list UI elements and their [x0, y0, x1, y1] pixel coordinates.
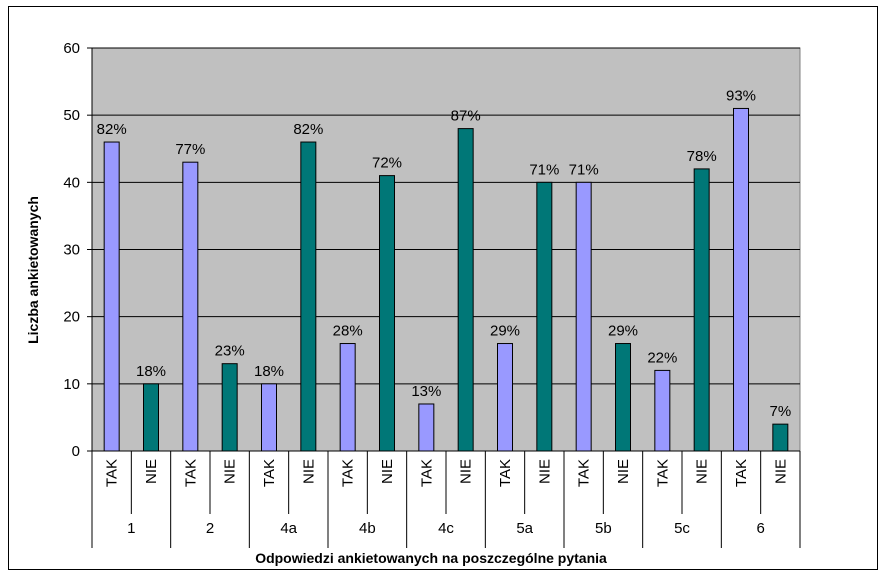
x-category-label: TAK [182, 459, 199, 487]
data-label: 23% [215, 343, 245, 360]
bar-5c-tak [654, 369, 671, 452]
data-label: 72% [372, 155, 402, 172]
x-group-label: 4a [280, 520, 297, 537]
x-group-label: 5a [516, 520, 533, 537]
data-label: 18% [136, 363, 166, 380]
x-axis-title: Odpowiedzi ankietowanych na poszczególne… [255, 550, 607, 566]
data-label: 7% [769, 403, 791, 420]
bar-4c-nie [457, 128, 474, 452]
x-category-label: NIE [300, 459, 317, 484]
bar-5a-nie [536, 181, 553, 452]
bar-4b-tak [339, 343, 356, 452]
x-category-label: NIE [615, 459, 632, 484]
bar-2-tak [182, 161, 199, 452]
bar-4c-tak [418, 403, 435, 452]
gridlines [92, 47, 800, 385]
x-category-label: NIE [694, 459, 711, 484]
data-label: 82% [97, 121, 127, 138]
bar-2-nie [221, 363, 238, 452]
bar-4a-nie [300, 141, 317, 452]
bar-4b-nie [379, 175, 395, 452]
x-group-label: 5c [674, 520, 690, 537]
data-label: 18% [254, 363, 284, 380]
y-tick-label: 0 [72, 443, 80, 460]
x-category-label: TAK [733, 459, 750, 487]
y-axis: 0 10 20 30 40 50 60 [63, 40, 93, 460]
x-category-label: NIE [222, 459, 239, 484]
x-category-label: TAK [497, 459, 514, 487]
chart-frame [8, 6, 878, 570]
x-category-label: TAK [654, 459, 671, 487]
x-category-label: NIE [379, 459, 396, 484]
data-label: 87% [451, 108, 481, 125]
x-group-label: 4c [438, 520, 454, 537]
y-tick-label: 20 [63, 309, 80, 326]
x-category-label: NIE [536, 459, 553, 484]
data-label: 77% [175, 141, 205, 158]
bars [103, 107, 789, 452]
bar-1-tak [103, 141, 120, 452]
bar-6-tak [733, 107, 749, 452]
data-label: 78% [687, 148, 717, 165]
data-label: 29% [490, 323, 520, 340]
y-tick-label: 10 [63, 376, 80, 393]
y-axis-title: Liczba ankietowanych [25, 196, 41, 344]
x-category-label: TAK [261, 459, 278, 487]
data-label: 13% [411, 383, 441, 400]
x-group-label: 6 [756, 520, 764, 537]
y-tick-label: 30 [63, 242, 80, 259]
bar-4a-tak [261, 383, 277, 452]
bar-5b-tak [575, 181, 592, 452]
x-group-label: 5b [595, 520, 612, 537]
x-axis: TAK NIE TAK NIE TAK NIE TAK NIE TAK NIE TAK NIE TAK N… [91, 450, 801, 548]
bar-6-nie [772, 423, 789, 452]
x-category-label: TAK [576, 459, 593, 487]
data-label: 29% [608, 323, 638, 340]
x-category-label: TAK [104, 459, 121, 487]
y-tick-label: 60 [63, 40, 80, 57]
bar-1-nie [143, 383, 159, 452]
data-label: 71% [529, 161, 559, 178]
x-category-label: NIE [458, 459, 475, 484]
y-tick-label: 40 [63, 174, 80, 191]
bar-5b-nie [615, 343, 631, 452]
data-label: 71% [569, 161, 599, 178]
x-group-label: 1 [127, 520, 135, 537]
data-labels: 82% 18% 77% 23% 18% 82% 28% 72% 13% 87% 29% 71% 71% 2… [97, 87, 792, 420]
data-label: 22% [647, 349, 677, 366]
x-group-label: 4b [359, 520, 376, 537]
x-category-label: TAK [340, 459, 357, 487]
bar-5c-nie [693, 168, 710, 452]
bar-5a-tak [497, 343, 513, 452]
data-label: 82% [293, 121, 323, 138]
x-group-label: 2 [206, 520, 214, 537]
data-label: 28% [333, 323, 363, 340]
y-tick-label: 50 [63, 107, 80, 124]
x-category-label: NIE [772, 459, 789, 484]
x-category-label: TAK [418, 459, 435, 487]
data-label: 93% [726, 87, 756, 104]
x-category-label: NIE [143, 459, 160, 484]
